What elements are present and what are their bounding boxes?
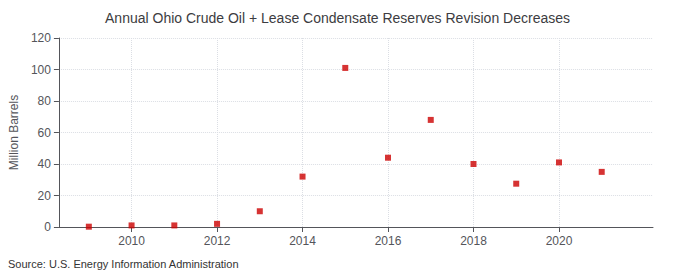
- svg-text:60: 60: [38, 126, 52, 140]
- svg-text:2020: 2020: [546, 234, 573, 248]
- svg-text:Annual Ohio Crude Oil + Lease: Annual Ohio Crude Oil + Lease Condensate…: [105, 10, 570, 26]
- svg-text:2012: 2012: [204, 234, 231, 248]
- svg-text:2018: 2018: [460, 234, 487, 248]
- svg-text:Million Barrels: Million Barrels: [7, 95, 21, 170]
- svg-text:80: 80: [38, 94, 52, 108]
- svg-text:2014: 2014: [289, 234, 316, 248]
- svg-text:2010: 2010: [118, 234, 145, 248]
- svg-text:20: 20: [38, 189, 52, 203]
- svg-text:120: 120: [31, 31, 51, 45]
- svg-text:2016: 2016: [375, 234, 402, 248]
- svg-text:Source: U.S. Energy Informatio: Source: U.S. Energy Information Administ…: [8, 258, 239, 270]
- svg-text:40: 40: [38, 157, 52, 171]
- svg-text:0: 0: [44, 220, 51, 234]
- svg-text:100: 100: [31, 63, 51, 77]
